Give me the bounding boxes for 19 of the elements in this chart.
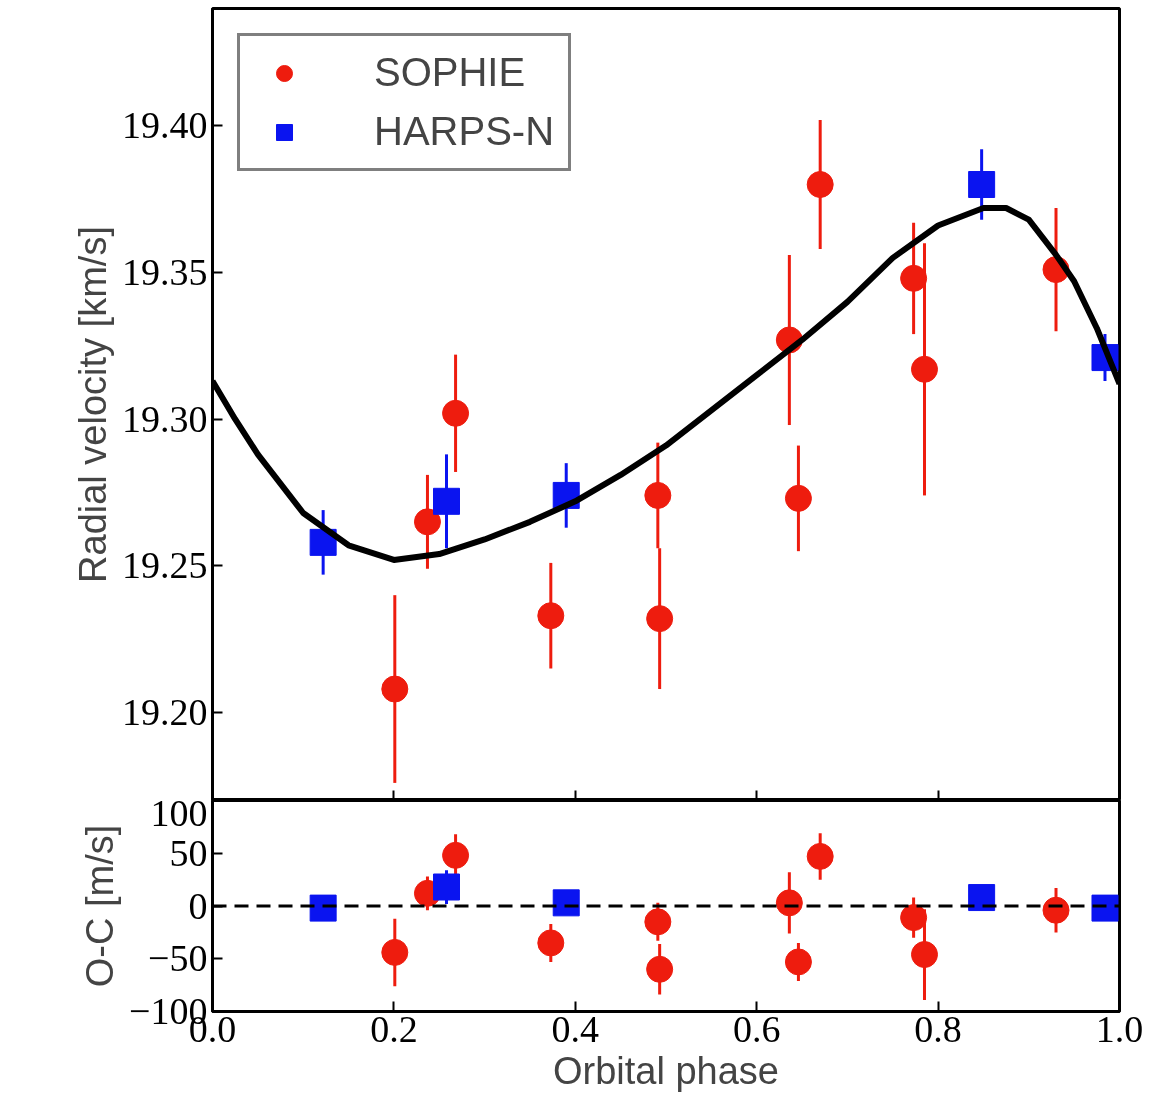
y-axis-title: Radial velocity [km/s] <box>72 226 114 583</box>
y-tick-label: 50 <box>169 831 208 874</box>
x-tick-label: 1.0 <box>1095 1007 1144 1050</box>
y-tick-label: 19.40 <box>122 104 208 147</box>
y-tick-label: 19.25 <box>122 544 208 587</box>
y-tick-label: 0 <box>188 884 208 927</box>
y-tick-label: 19.30 <box>122 397 208 440</box>
y-tick-label: 19.20 <box>122 691 208 733</box>
x-tick-label: 0.4 <box>551 1007 600 1050</box>
y-axis-title: O-C [m/s] <box>79 824 122 988</box>
x-axis-title: Orbital phase <box>552 1049 780 1092</box>
legend-label: HARPS-N <box>374 109 555 154</box>
y-tick-label: 100 <box>150 791 208 834</box>
legend-label: SOPHIE <box>374 50 526 95</box>
x-tick-label: 0.8 <box>914 1007 962 1050</box>
y-tick-label: −50 <box>148 937 208 980</box>
x-tick-label: 0.6 <box>732 1007 781 1050</box>
y-tick-label: 19.35 <box>122 251 208 293</box>
x-tick-label: 0.2 <box>370 1007 418 1050</box>
